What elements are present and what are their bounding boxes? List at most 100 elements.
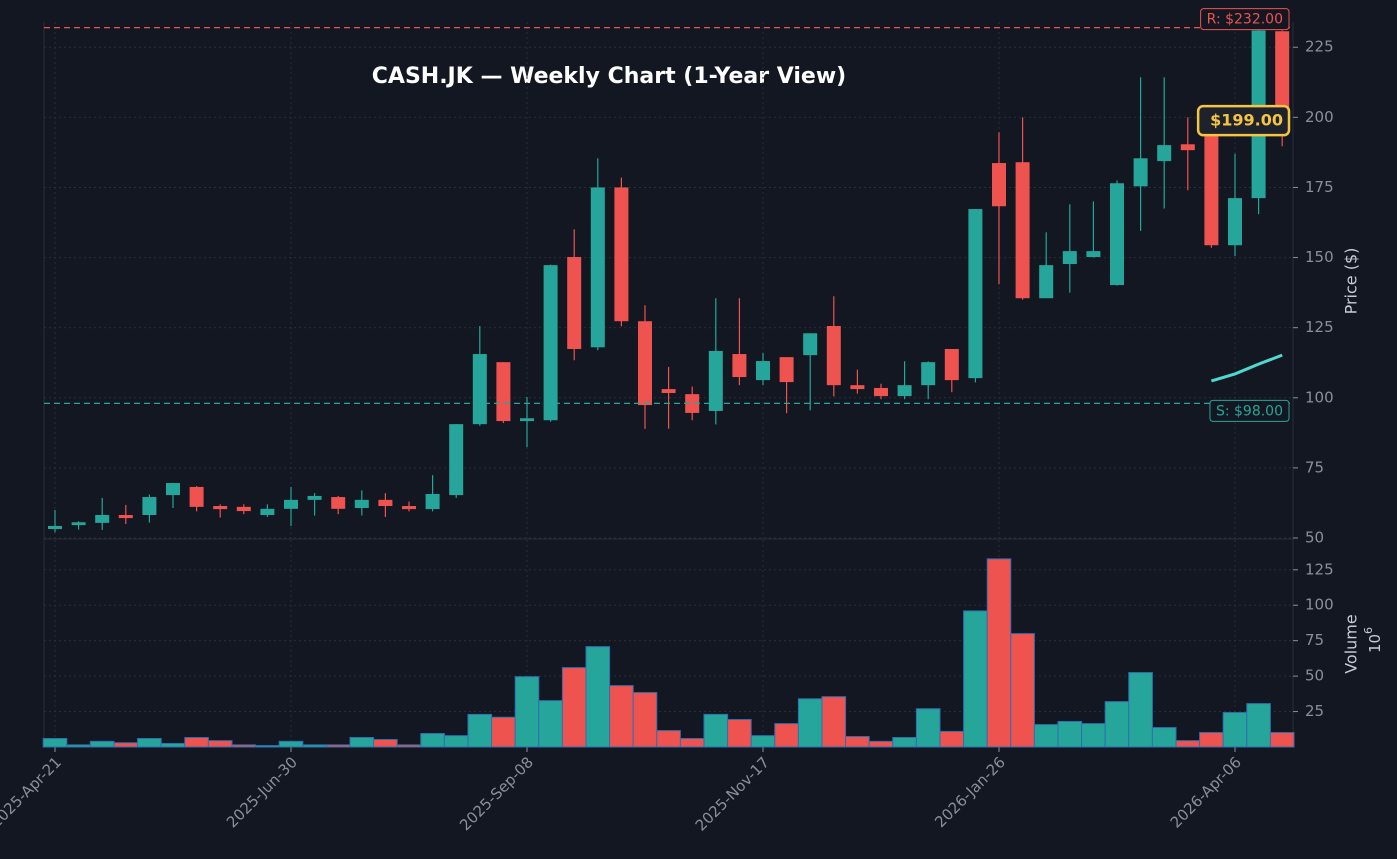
- candle-body: [1015, 162, 1030, 299]
- volume-bar: [42, 737, 68, 748]
- candle-body: [944, 348, 959, 381]
- chart-title: CASH.JK — Weekly Chart (1-Year View): [372, 64, 846, 89]
- volume-bar: [325, 744, 351, 748]
- candle-body: [756, 361, 770, 381]
- volume-bar: [1010, 633, 1035, 748]
- level-label: S: $98.00: [1216, 403, 1283, 419]
- volume-bar: [915, 708, 941, 748]
- candle-body: [708, 350, 723, 411]
- candle-body: [378, 499, 393, 507]
- candle-body: [166, 483, 180, 496]
- candle-body: [567, 257, 582, 349]
- candle-body: [826, 325, 841, 386]
- candle-body: [472, 354, 487, 425]
- y-tick-label: 100: [1305, 388, 1334, 406]
- candle-body: [850, 385, 865, 390]
- volume-bar: [1057, 720, 1083, 748]
- price-label-box: [1196, 104, 1291, 137]
- candle-body: [1110, 183, 1124, 286]
- candle-body: [543, 265, 558, 421]
- candle-body: [1157, 145, 1172, 162]
- candle-body: [732, 354, 747, 378]
- y-tick-label: 75: [1305, 631, 1324, 649]
- volume-bar: [66, 744, 91, 748]
- candle-body: [968, 209, 983, 379]
- candle-body: [1275, 31, 1290, 121]
- volume-bar: [1222, 712, 1248, 748]
- volume-bar: [727, 718, 752, 748]
- y-tick-label: 125: [1305, 560, 1334, 578]
- candle-body: [48, 525, 62, 530]
- candle-body: [590, 187, 605, 348]
- candle-body: [189, 486, 204, 507]
- candle-body: [142, 497, 157, 516]
- volume-bar: [491, 716, 516, 748]
- candle-body: [874, 387, 888, 397]
- volume-bar: [1246, 703, 1271, 748]
- volume-bar: [963, 610, 988, 748]
- candle-body: [897, 385, 912, 397]
- candle-body: [236, 506, 251, 512]
- y-tick-label: 100: [1305, 596, 1334, 614]
- volume-bar: [231, 744, 257, 748]
- candle-body: [921, 362, 936, 386]
- level-label: R: $232.00: [1207, 12, 1283, 28]
- candle-body: [685, 394, 700, 413]
- price-label: $199.00: [1210, 111, 1283, 130]
- volume-bar: [750, 735, 776, 748]
- candle-body: [520, 418, 534, 422]
- volume-bar: [184, 737, 209, 748]
- candle-body: [1133, 158, 1148, 187]
- scale-base: 10: [1366, 634, 1384, 653]
- volume-bar: [632, 692, 658, 748]
- scale-exponent: 6: [1362, 627, 1375, 634]
- candle-body: [803, 333, 818, 356]
- volume-bar: [892, 737, 917, 748]
- price-axis-label: Price ($): [1342, 248, 1361, 315]
- volume-bar: [443, 735, 469, 748]
- candle-body: [213, 506, 228, 510]
- volume-bar: [467, 713, 493, 748]
- candle-body: [496, 362, 511, 422]
- candle-body: [992, 163, 1006, 207]
- candle-body: [779, 357, 794, 383]
- candle-body: [614, 187, 629, 322]
- candle-body: [449, 424, 464, 496]
- volume-bar: [160, 742, 186, 748]
- volume-bar: [137, 737, 162, 748]
- volume-bar: [986, 558, 1012, 748]
- candle-body: [354, 499, 369, 508]
- level-label-box: [1209, 399, 1290, 422]
- candle-body: [260, 508, 275, 516]
- volume-bar: [868, 740, 894, 748]
- y-tick-label: 75: [1305, 458, 1324, 476]
- candle-body: [638, 321, 652, 406]
- y-tick-label: 50: [1305, 529, 1324, 547]
- candle-body: [1204, 135, 1219, 246]
- candle-body: [307, 495, 322, 500]
- volume-bar: [1033, 724, 1059, 748]
- volume-bar: [302, 744, 327, 748]
- volume-bar: [679, 737, 705, 748]
- candle-body: [118, 515, 133, 519]
- volume-bar: [1175, 740, 1201, 748]
- volume-bar: [538, 700, 563, 748]
- candle-body: [402, 506, 416, 510]
- y-tick-label: 125: [1305, 318, 1334, 336]
- volume-bar: [703, 713, 729, 748]
- volume-bar: [514, 676, 540, 748]
- y-tick-label: 25: [1305, 702, 1324, 720]
- level-label-box: [1200, 8, 1290, 31]
- volume-bar: [797, 698, 823, 748]
- volume-bar: [113, 742, 139, 748]
- volume-bar: [373, 738, 398, 748]
- volume-scale: 106: [1362, 627, 1384, 653]
- volume-bar: [1081, 723, 1106, 748]
- candle-body: [1086, 251, 1101, 258]
- volume-bar: [561, 667, 587, 748]
- volume-bar: [255, 745, 280, 748]
- candle-body: [1062, 251, 1077, 265]
- volume-bar: [821, 696, 847, 748]
